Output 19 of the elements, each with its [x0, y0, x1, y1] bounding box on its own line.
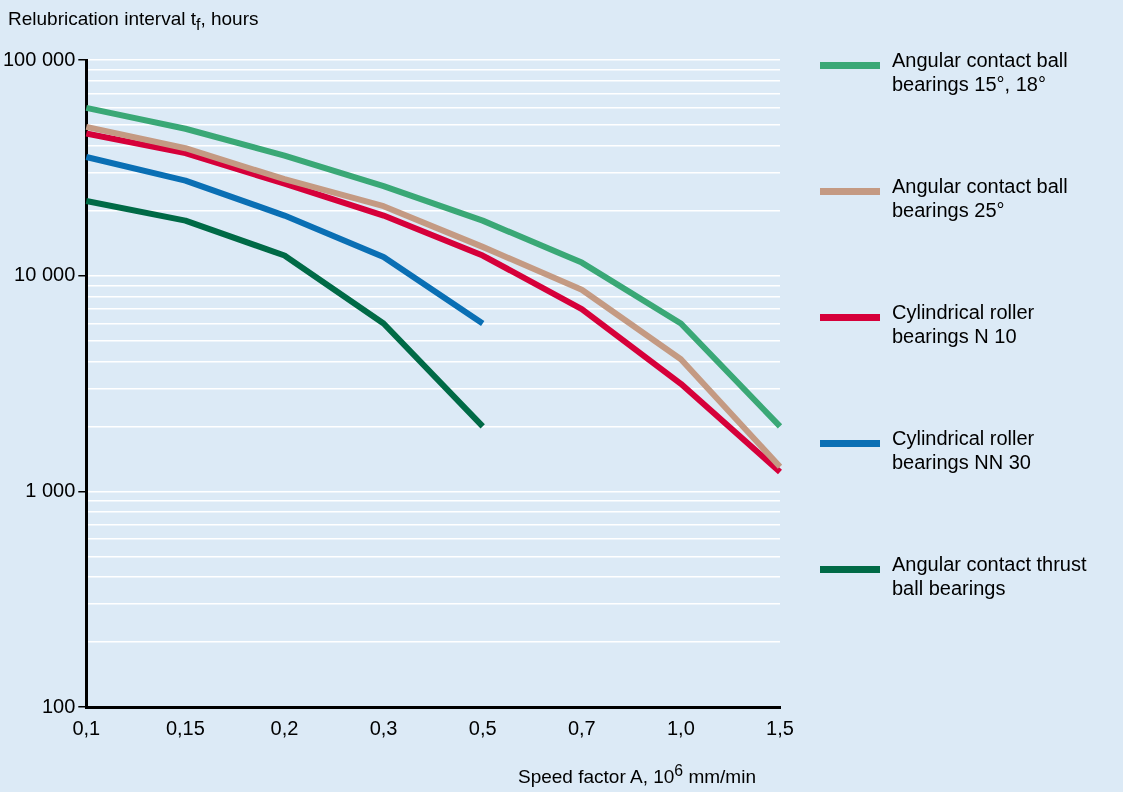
legend-label: Cylindrical roller bearings NN 30 [892, 426, 1036, 474]
x-tick-label: 0,3 [369, 716, 398, 739]
x-tick-label: 0,15 [165, 716, 205, 739]
y-tick-label: 10 000 [14, 263, 76, 286]
legend-label: Angular contact ball bearings 15°, 18° [892, 48, 1069, 96]
legend-label: Angular contact ball bearings 25° [892, 174, 1069, 222]
x-tick-label: 1,0 [666, 716, 695, 739]
x-tick-label: 1,5 [766, 716, 794, 739]
x-tick-label: 0,1 [72, 716, 101, 739]
y-axis-title: Relubrication interval t$_{f}$, hours [8, 8, 259, 34]
y-tick-label: 100 000 [3, 47, 76, 70]
y-tick-label: 100 [41, 694, 76, 717]
x-tick-label: 0,7 [567, 716, 596, 739]
x-tick-label: 0,2 [270, 716, 299, 739]
legend-label: Cylindrical roller bearings N 10 [892, 300, 1036, 348]
legend-label: Angular contact thrust ball bearings [892, 552, 1088, 600]
y-tick-label: 1 000 [25, 478, 76, 501]
x-axis-title: Speed factor A, 10$^{6}$ mm/min [518, 762, 756, 789]
x-tick-label: 0,5 [468, 716, 497, 739]
